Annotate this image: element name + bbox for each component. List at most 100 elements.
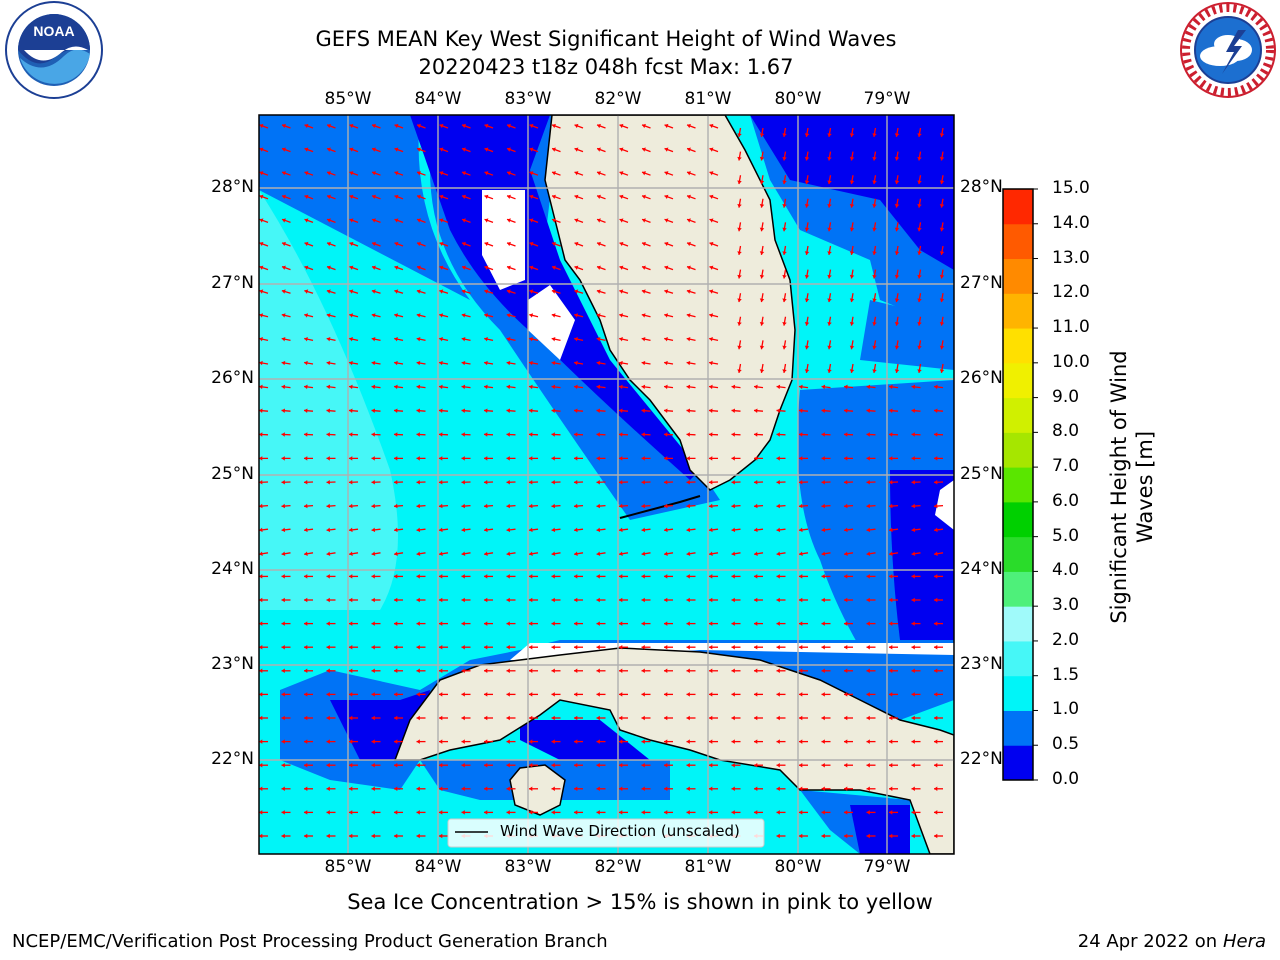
wind-arrow-head: [934, 715, 938, 721]
wind-arrow-head: [934, 384, 938, 390]
wind-arrow-head: [619, 574, 623, 579]
wind-arrow-head: [619, 456, 623, 461]
wind-arrow-head: [259, 265, 264, 270]
wind-arrow-head: [686, 360, 691, 366]
wind-arrow-head: [866, 503, 870, 509]
wind-arrow-head: [827, 133, 832, 137]
colorbar-segment: [1003, 606, 1033, 642]
lat-tick-left: 28°N: [211, 177, 254, 197]
wind-arrow-head: [844, 810, 848, 815]
wind-arrow-head: [506, 265, 511, 270]
wind-arrow-head: [484, 715, 488, 721]
wind-arrow-head: [619, 503, 623, 509]
wind-arrow-head: [349, 739, 353, 744]
wind-arrow-head: [529, 289, 534, 294]
wind-arrow-head: [754, 479, 758, 485]
wind-arrow-head: [439, 241, 444, 247]
lat-tick-right: 23°N: [960, 654, 1003, 674]
wind-arrow-head: [849, 156, 855, 161]
wind-arrow-head: [799, 644, 803, 650]
wind-arrow-head: [304, 384, 308, 390]
wind-arrow-head: [619, 313, 624, 318]
colorbar-segment: [1003, 710, 1033, 746]
lon-tick-top: 84°W: [414, 89, 462, 109]
wind-arrow-head: [754, 574, 758, 579]
wind-arrow-head: [894, 345, 900, 350]
wind-arrow-head: [872, 227, 877, 232]
wind-arrow-head: [439, 786, 443, 792]
wind-arrow-head: [416, 456, 420, 461]
wind-arrow-head: [371, 503, 375, 509]
wind-arrow-head: [304, 432, 308, 437]
wind-arrow-head: [574, 527, 578, 533]
wind-arrow-head: [911, 551, 916, 556]
wind-arrow-head: [326, 597, 330, 603]
wind-arrow-head: [664, 408, 668, 413]
wind-arrow-head: [709, 432, 713, 437]
wind-arrow-head: [827, 156, 832, 161]
wind-arrow-head: [461, 668, 465, 674]
wind-arrow-head: [461, 644, 465, 650]
wind-arrow-head: [439, 551, 443, 556]
colorbar-tick-label: 2.0: [1052, 629, 1080, 650]
wind-arrow-head: [529, 668, 533, 674]
colorbar-tick-label: 6.0: [1052, 490, 1080, 511]
wind-arrow-head: [686, 313, 691, 318]
wind-arrow-head: [686, 668, 690, 674]
wind-arrow-head: [326, 265, 331, 270]
wind-arrow-head: [799, 384, 803, 390]
wind-arrow-head: [529, 551, 533, 556]
wind-arrow-head: [687, 123, 691, 129]
wind-arrow-head: [349, 408, 353, 413]
wind-arrow-head: [506, 668, 510, 674]
wind-arrow-head: [461, 597, 465, 603]
wind-arrow-head: [799, 786, 803, 792]
wind-arrow-head: [597, 171, 601, 176]
wind-direction-arrows: [259, 123, 945, 839]
wind-arrow-head: [917, 345, 922, 350]
wind-arrow-head: [281, 692, 285, 697]
wind-arrow-head: [304, 147, 309, 152]
wind-arrow-head: [754, 668, 758, 674]
wind-arrow-head: [911, 644, 915, 650]
wind-arrow-head: [506, 313, 511, 318]
wind-arrow-head: [304, 123, 309, 129]
wind-arrow-head: [849, 274, 855, 279]
wind-arrow-head: [326, 408, 331, 413]
wind-arrow-head: [686, 265, 691, 270]
wind-arrow-head: [619, 147, 624, 152]
wind-arrow-head: [529, 313, 534, 318]
wind-arrow-head: [686, 810, 690, 815]
wind-arrow-head: [804, 133, 810, 137]
wind-arrow-head: [641, 597, 645, 603]
wind-arrow-head: [844, 668, 848, 674]
wind-arrow-head: [394, 384, 398, 390]
wind-arrow-head: [484, 597, 488, 603]
wind-arrow-head: [844, 408, 848, 413]
colorbar-segment: [1003, 189, 1033, 225]
wind-arrow-head: [939, 227, 945, 232]
wind-arrow-head: [664, 479, 668, 485]
wind-arrow-head: [849, 133, 855, 137]
wind-arrow-head: [737, 345, 742, 350]
wind-arrow-head: [439, 597, 443, 603]
wind-arrow-head: [574, 456, 578, 461]
wind-arrow-head: [282, 123, 286, 129]
wind-arrow-head: [889, 384, 893, 390]
wind-arrow-head: [827, 204, 832, 208]
wind-arrow-head: [934, 551, 938, 556]
wind-arrow-head: [507, 218, 511, 223]
wind-arrow-head: [759, 322, 765, 326]
wind-arrow-head: [827, 345, 832, 350]
wind-arrow-head: [894, 227, 900, 232]
wind-arrow-head: [709, 337, 713, 342]
wind-arrow-head: [709, 265, 714, 270]
band-0-5-1-nw: [259, 115, 470, 300]
wind-arrow-head: [664, 337, 668, 342]
wind-arrow-head: [597, 194, 601, 199]
wind-arrow-head: [759, 345, 765, 350]
wind-arrow-head: [934, 810, 938, 815]
wind-arrow-head: [911, 621, 915, 626]
wind-arrow-head: [326, 527, 331, 533]
wind-arrow-head: [821, 692, 825, 697]
